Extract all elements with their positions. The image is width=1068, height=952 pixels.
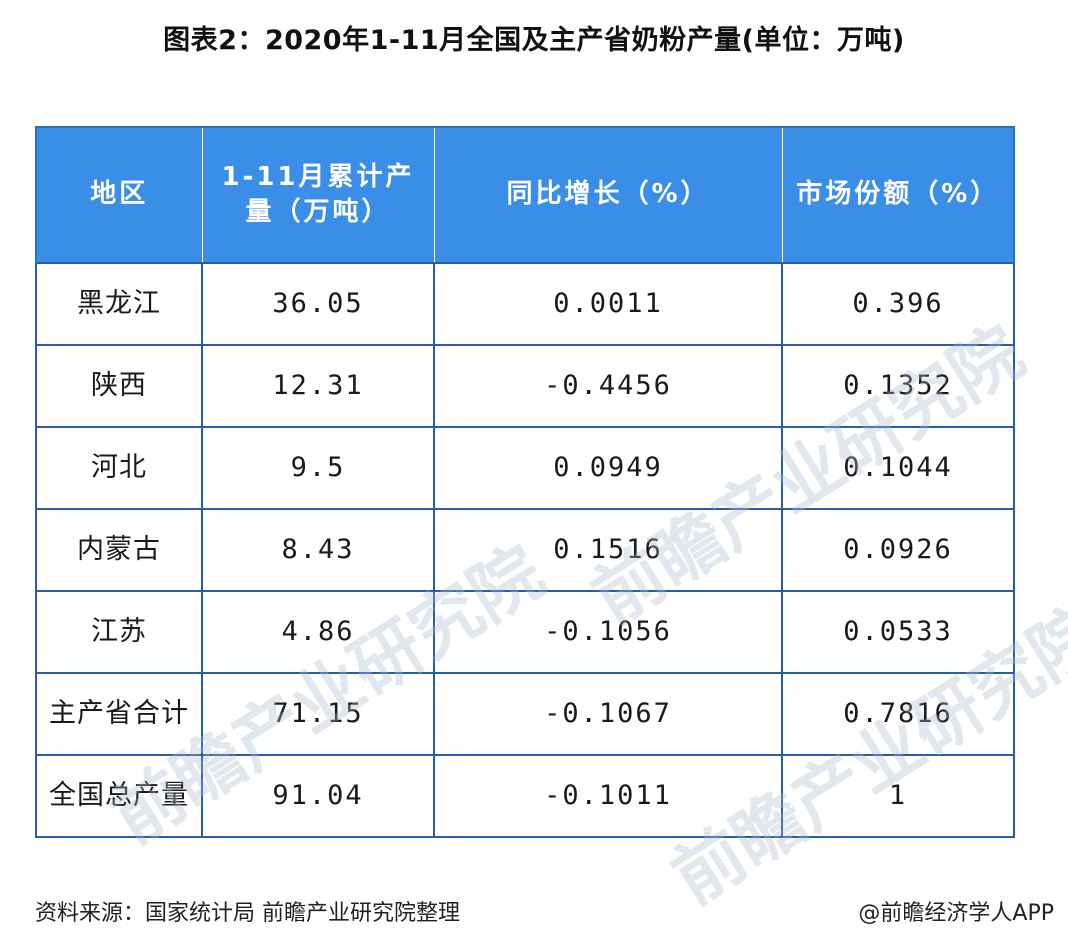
cell-market-share: 0.396 [781, 262, 1015, 346]
cell-yoy-growth: 0.0011 [433, 262, 783, 346]
cell-region: 江苏 [35, 590, 203, 674]
cell-yoy-growth: 0.1516 [433, 508, 783, 592]
cell-market-share: 0.0533 [781, 590, 1015, 674]
cell-market-share: 0.1044 [781, 426, 1015, 510]
header-market-share: 市场份额（%） [781, 126, 1015, 264]
cell-cumulative-output: 8.43 [201, 508, 435, 592]
table-row: 陕西 12.31 -0.4456 0.1352 [35, 344, 1015, 428]
cell-cumulative-output: 4.86 [201, 590, 435, 674]
cell-cumulative-output: 36.05 [201, 262, 435, 346]
data-table: 地区 1-11月累计产量（万吨） 同比增长（%） 市场份额（%） 黑龙江 36.05 0.… [35, 126, 1015, 838]
table-row: 河北 9.5 0.0949 0.1044 [35, 426, 1015, 510]
cell-region: 全国总产量 [35, 754, 203, 838]
cell-region: 黑龙江 [35, 262, 203, 346]
cell-cumulative-output: 71.15 [201, 672, 435, 756]
cell-market-share: 0.1352 [781, 344, 1015, 428]
source-note: 资料来源：国家统计局 前瞻产业研究院整理 [35, 901, 460, 926]
cell-cumulative-output: 9.5 [201, 426, 435, 510]
cell-market-share: 1 [781, 754, 1015, 838]
cell-cumulative-output: 91.04 [201, 754, 435, 838]
table-row: 全国总产量 91.04 -0.1011 1 [35, 754, 1015, 838]
cell-yoy-growth: -0.1056 [433, 590, 783, 674]
credit-note: @前瞻经济学人APP [858, 901, 1054, 926]
header-cumulative-output: 1-11月累计产量（万吨） [201, 126, 435, 264]
cell-yoy-growth: -0.1067 [433, 672, 783, 756]
cell-region: 河北 [35, 426, 203, 510]
header-region: 地区 [35, 126, 203, 264]
cell-region: 内蒙古 [35, 508, 203, 592]
cell-yoy-growth: -0.4456 [433, 344, 783, 428]
cell-yoy-growth: -0.1011 [433, 754, 783, 838]
table-header-row: 地区 1-11月累计产量（万吨） 同比增长（%） 市场份额（%） [35, 126, 1015, 264]
table-body: 黑龙江 36.05 0.0011 0.396 陕西 12.31 -0.4456 0.1352 河… [35, 262, 1015, 838]
header-yoy-growth: 同比增长（%） [433, 126, 783, 264]
cell-cumulative-output: 12.31 [201, 344, 435, 428]
cell-region: 主产省合计 [35, 672, 203, 756]
chart-title: 图表2：2020年1-11月全国及主产省奶粉产量(单位：万吨) [163, 25, 905, 56]
table-row: 内蒙古 8.43 0.1516 0.0926 [35, 508, 1015, 592]
table-row: 黑龙江 36.05 0.0011 0.396 [35, 262, 1015, 346]
table-row: 主产省合计 71.15 -0.1067 0.7816 [35, 672, 1015, 756]
table-row: 江苏 4.86 -0.1056 0.0533 [35, 590, 1015, 674]
cell-market-share: 0.7816 [781, 672, 1015, 756]
cell-market-share: 0.0926 [781, 508, 1015, 592]
cell-yoy-growth: 0.0949 [433, 426, 783, 510]
cell-region: 陕西 [35, 344, 203, 428]
